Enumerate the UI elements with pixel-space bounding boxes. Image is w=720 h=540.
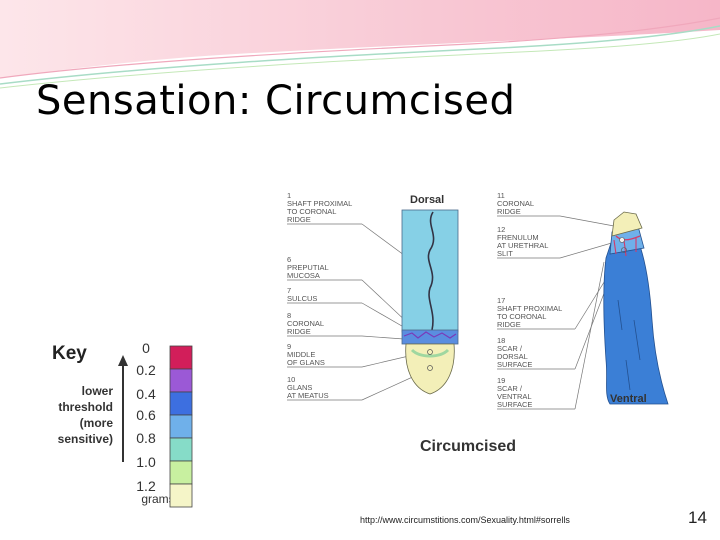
label-site-19: 19 SCAR / VENTRAL SURFACE: [497, 376, 532, 409]
label-site-19-line-3: SURFACE: [497, 400, 532, 409]
label-site-9: 9 MIDDLE OF GLANS: [287, 342, 325, 367]
key-tick-1: 0.2: [136, 362, 156, 378]
label-site-11: 11 CORONAL RIDGE: [497, 191, 534, 216]
label-site-1: 1 SHAFT PROXIMAL TO CORONAL RIDGE: [287, 191, 352, 224]
label-site-6-line-2: MUCOSA: [287, 271, 320, 280]
ventral-shaft: [603, 239, 669, 405]
label-site-19-line-1: SCAR /: [497, 384, 523, 393]
label-site-6: 6 PREPUTIAL MUCOSA: [287, 255, 329, 280]
key-tick-5: 1.0: [136, 454, 156, 470]
dorsal-site-9-marker: [427, 349, 433, 355]
page-number: 14: [688, 508, 707, 527]
key-swatch-2: [169, 391, 193, 416]
key-swatch-6: [169, 483, 193, 508]
label-site-10-line-1: GLANS: [287, 383, 312, 392]
ventral-glans: [611, 211, 643, 237]
label-site-12-number: 12: [497, 225, 505, 234]
dorsal-scar-line: [403, 331, 457, 339]
key-tick-0: 0: [142, 340, 150, 356]
label-site-17-number: 17: [497, 296, 505, 305]
label-site-1-line-2: TO CORONAL: [287, 207, 336, 216]
label-site-17-line-1: SHAFT PROXIMAL: [497, 304, 562, 313]
label-site-8-line-2: RIDGE: [287, 327, 311, 336]
label-site-19-number: 19: [497, 376, 505, 385]
label-site-17-line-2: TO CORONAL: [497, 312, 546, 321]
key-side-label-3: (more: [80, 416, 114, 430]
label-site-18-line-1: SCAR /: [497, 344, 523, 353]
key-swatch-1: [169, 368, 193, 393]
ventral-texture: [617, 299, 641, 391]
key-tick-6: 1.2: [136, 478, 156, 494]
label-site-6-line-1: PREPUTIAL: [287, 263, 329, 272]
label-site-8: 8 CORONAL RIDGE: [287, 311, 324, 336]
key-swatch-5: [169, 460, 193, 485]
left-leader-lines: [287, 223, 429, 401]
label-site-12-line-3: SLIT: [497, 249, 513, 258]
key-tick-3: 0.6: [136, 407, 156, 423]
label-site-7-line-1: SULCUS: [287, 294, 317, 303]
label-site-11-line-2: RIDGE: [497, 207, 521, 216]
ventral-scar-upper: [615, 235, 641, 241]
label-site-9-line-2: OF GLANS: [287, 358, 325, 367]
right-labels: 11 CORONAL RIDGE 12 FRENULUM AT URETHRAL…: [497, 191, 562, 409]
ventral-figure: Ventral: [603, 211, 669, 405]
label-site-18: 18 SCAR / DORSAL SURFACE: [497, 336, 532, 369]
ventral-label: Ventral: [610, 393, 647, 405]
key-tick-4: 0.8: [136, 430, 156, 446]
key-side-label-1: lower: [82, 384, 114, 398]
label-site-9-number: 9: [287, 342, 291, 351]
diagram-caption: Circumcised: [420, 438, 516, 455]
key-swatch-4: [169, 437, 193, 462]
decorative-banner: [0, 0, 720, 89]
label-site-18-line-2: DORSAL: [497, 352, 528, 361]
label-site-10: 10 GLANS AT MEATUS: [287, 375, 329, 400]
label-site-6-number: 6: [287, 255, 291, 264]
arrow-up-icon: [118, 355, 128, 366]
key-legend: Key lower threshold (more sensitive) 0 0…: [52, 340, 193, 508]
label-site-8-number: 8: [287, 311, 291, 320]
label-site-9-line-1: MIDDLE: [287, 350, 315, 359]
label-site-1-line-1: SHAFT PROXIMAL: [287, 199, 352, 208]
dorsal-site-10-marker: [427, 365, 433, 371]
key-title: Key: [52, 343, 87, 364]
label-site-17: 17 SHAFT PROXIMAL TO CORONAL RIDGE: [497, 296, 562, 329]
dorsal-glans-shading: [410, 348, 450, 358]
key-tick-2: 0.4: [136, 386, 156, 402]
label-site-18-line-3: SURFACE: [497, 360, 532, 369]
label-site-7-number: 7: [287, 286, 291, 295]
ventral-scar-lower: [613, 238, 637, 257]
source-url[interactable]: http://www.circumstitions.com/Sexuality.…: [360, 515, 570, 525]
slide-title: Sensation: Circumcised: [36, 78, 516, 124]
key-swatch-0: [169, 345, 193, 370]
ventral-site-17-marker: [621, 247, 627, 253]
key-color-swatches: [169, 345, 193, 508]
dorsal-coronal-band: [401, 329, 459, 345]
label-site-12-line-2: AT URETHRAL: [497, 241, 548, 250]
key-side-label-4: sensitive): [58, 432, 113, 446]
key-side-label-2: threshold: [58, 400, 113, 414]
label-site-7: 7 SULCUS: [287, 286, 317, 303]
label-site-19-line-2: VENTRAL: [497, 392, 532, 401]
left-labels: 1 SHAFT PROXIMAL TO CORONAL RIDGE 6 PREP…: [287, 191, 352, 400]
label-site-10-number: 10: [287, 375, 295, 384]
label-site-12: 12 FRENULUM AT URETHRAL SLIT: [497, 225, 548, 258]
dorsal-label: Dorsal: [410, 194, 444, 206]
label-site-12-line-1: FRENULUM: [497, 233, 539, 242]
label-site-18-number: 18: [497, 336, 505, 345]
dorsal-vein: [427, 211, 435, 331]
key-unit: grams: [141, 492, 174, 506]
label-site-11-number: 11: [497, 191, 505, 200]
ventral-site-12-marker: [619, 237, 625, 243]
label-site-1-number: 1: [287, 191, 291, 200]
dorsal-glans: [405, 343, 455, 395]
label-site-1-line-3: RIDGE: [287, 215, 311, 224]
label-site-8-line-1: CORONAL: [287, 319, 324, 328]
label-site-11-line-1: CORONAL: [497, 199, 534, 208]
label-site-10-line-2: AT MEATUS: [287, 391, 329, 400]
dorsal-figure: Dorsal: [401, 194, 459, 395]
dorsal-shaft: [401, 209, 459, 333]
label-site-17-line-3: RIDGE: [497, 320, 521, 329]
key-swatch-3: [169, 414, 193, 439]
